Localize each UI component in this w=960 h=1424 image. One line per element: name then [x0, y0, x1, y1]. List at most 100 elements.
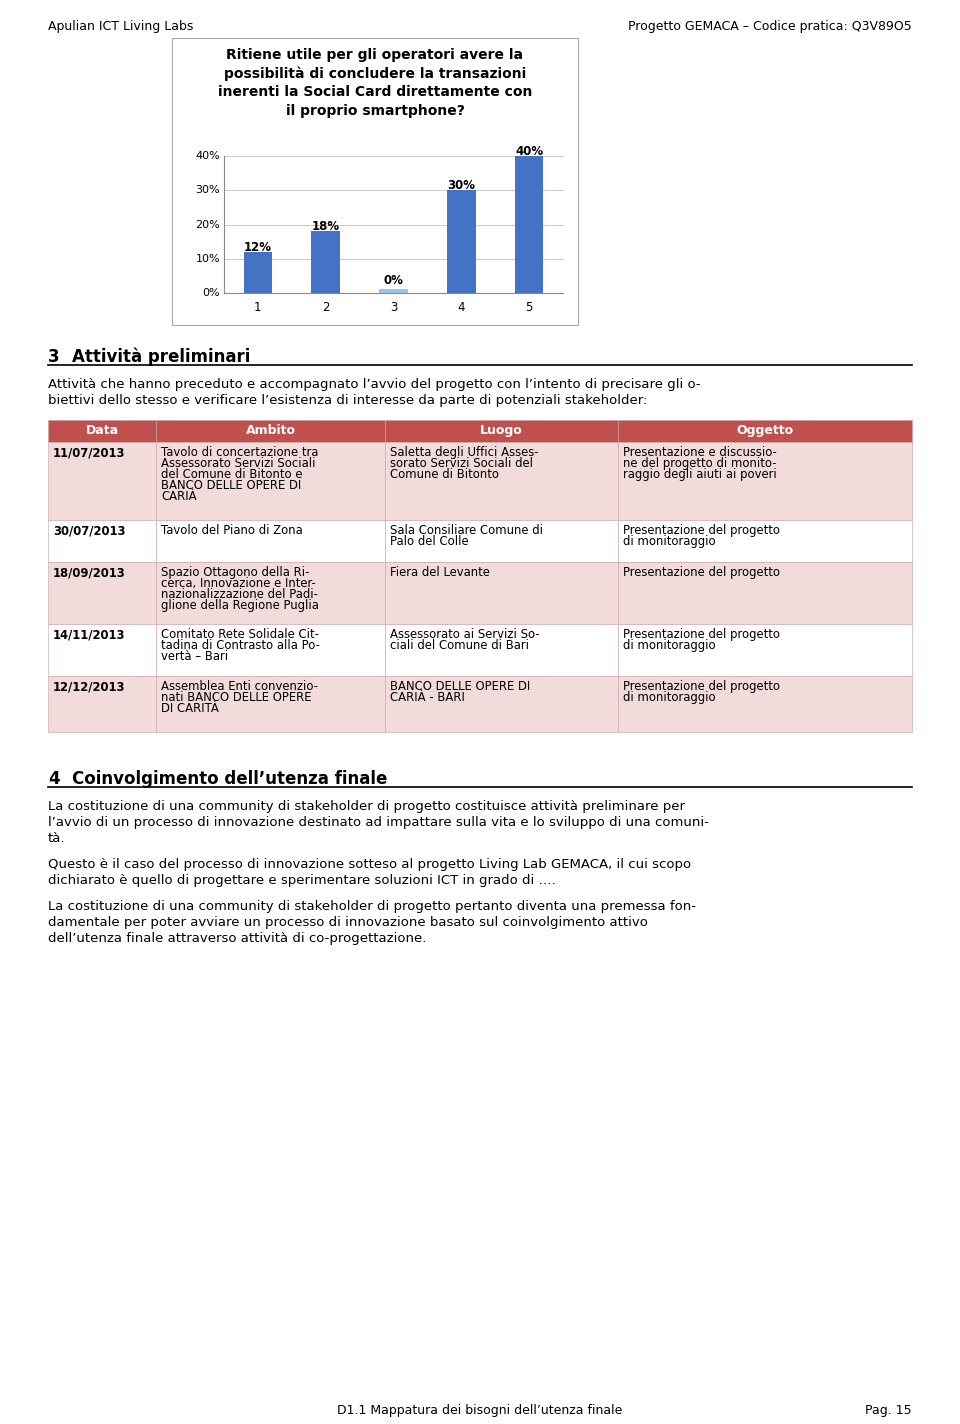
Text: 30/07/2013: 30/07/2013 [53, 524, 126, 537]
Text: tà.: tà. [48, 832, 65, 844]
Text: 5: 5 [525, 300, 533, 315]
Text: 18%: 18% [312, 221, 340, 234]
Bar [48, 441, 156, 520]
Bar [156, 520, 385, 562]
Bar [156, 441, 385, 520]
Text: 20%: 20% [195, 219, 220, 229]
Text: Luogo: Luogo [480, 424, 523, 437]
Text: La costituzione di una community di stakeholder di progetto pertanto diventa una: La costituzione di una community di stak… [48, 900, 696, 913]
Text: DI CARITÀ: DI CARITÀ [161, 702, 219, 715]
Bar [48, 520, 156, 562]
Text: 12/12/2013: 12/12/2013 [53, 681, 126, 693]
Bar [618, 420, 912, 441]
Text: ne del progetto di monito-: ne del progetto di monito- [623, 457, 777, 470]
Text: vertà – Bari: vertà – Bari [161, 651, 228, 664]
Text: Presentazione del progetto: Presentazione del progetto [623, 524, 780, 537]
Text: dichiarato è quello di progettare e sperimentare soluzioni ICT in grado di ….: dichiarato è quello di progettare e sper… [48, 874, 556, 887]
Bar [385, 624, 618, 676]
Text: 18/09/2013: 18/09/2013 [53, 565, 126, 580]
Text: damentale per poter avviare un processo di innovazione basato sul coinvolgimento: damentale per poter avviare un processo … [48, 916, 648, 928]
Bar [172, 38, 578, 325]
Text: Apulian ICT Living Labs: Apulian ICT Living Labs [48, 20, 193, 33]
Bar [48, 420, 156, 441]
Text: Assemblea Enti convenzio-: Assemblea Enti convenzio- [161, 681, 318, 693]
Bar [156, 624, 385, 676]
Text: 0%: 0% [384, 273, 403, 288]
Text: CARIÀ - BARI: CARIÀ - BARI [390, 691, 465, 703]
Bar [618, 441, 912, 520]
Bar [385, 441, 618, 520]
Text: Presentazione del progetto: Presentazione del progetto [623, 681, 780, 693]
Text: 12%: 12% [244, 241, 272, 253]
Text: di monitoraggio: di monitoraggio [623, 535, 716, 548]
Text: 10%: 10% [196, 253, 220, 263]
Text: glione della Regione Puglia: glione della Regione Puglia [161, 600, 319, 612]
Bar [379, 289, 408, 293]
Bar [618, 520, 912, 562]
Text: Pag. 15: Pag. 15 [865, 1404, 912, 1417]
Text: Coinvolgimento dell’utenza finale: Coinvolgimento dell’utenza finale [72, 770, 388, 787]
Text: Attività che hanno preceduto e accompagnato l’avvio del progetto con l’intento d: Attività che hanno preceduto e accompagn… [48, 377, 701, 392]
Text: 40%: 40% [195, 151, 220, 161]
Text: Fiera del Levante: Fiera del Levante [390, 565, 490, 580]
Text: del Comune di Bitonto e: del Comune di Bitonto e [161, 468, 302, 481]
Text: 4: 4 [458, 300, 465, 315]
Text: Palo del Colle: Palo del Colle [390, 535, 468, 548]
Text: BANCO DELLE OPERE DI: BANCO DELLE OPERE DI [161, 480, 301, 493]
Text: 11/07/2013: 11/07/2013 [53, 446, 126, 459]
Bar [385, 676, 618, 732]
Text: La costituzione di una community di stakeholder di progetto costituisce attività: La costituzione di una community di stak… [48, 800, 685, 813]
Text: dell’utenza finale attraverso attività di co-progettazione.: dell’utenza finale attraverso attività d… [48, 931, 426, 946]
Text: Sala Consiliare Comune di: Sala Consiliare Comune di [390, 524, 543, 537]
Text: Tavolo del Piano di Zona: Tavolo del Piano di Zona [161, 524, 302, 537]
Bar [48, 562, 156, 624]
Text: D1.1 Mappatura dei bisogni dell’utenza finale: D1.1 Mappatura dei bisogni dell’utenza f… [337, 1404, 623, 1417]
Text: Saletta degli Uffici Asses-: Saletta degli Uffici Asses- [390, 446, 539, 459]
Bar [48, 676, 156, 732]
Bar [447, 191, 475, 293]
Text: 3: 3 [48, 347, 60, 366]
Text: Ritiene utile per gli operatori avere la
possibilità di concludere la transazion: Ritiene utile per gli operatori avere la… [218, 48, 532, 118]
Text: Comitato Rete Solidale Cit-: Comitato Rete Solidale Cit- [161, 628, 319, 641]
Text: Assessorato Servizi Sociali: Assessorato Servizi Sociali [161, 457, 316, 470]
Text: nati BANCO DELLE OPERE: nati BANCO DELLE OPERE [161, 691, 311, 703]
Text: 2: 2 [322, 300, 329, 315]
Text: Comune di Bitonto: Comune di Bitonto [390, 468, 499, 481]
Text: 3: 3 [390, 300, 397, 315]
Text: CARIÀ: CARIÀ [161, 490, 197, 503]
Text: raggio degli aiuti ai poveri: raggio degli aiuti ai poveri [623, 468, 777, 481]
Text: BANCO DELLE OPERE DI: BANCO DELLE OPERE DI [390, 681, 530, 693]
Text: 4: 4 [48, 770, 60, 787]
Bar [515, 157, 543, 293]
Text: cerca, Innovazione e Inter-: cerca, Innovazione e Inter- [161, 577, 316, 590]
Text: 14/11/2013: 14/11/2013 [53, 628, 126, 641]
Bar [156, 676, 385, 732]
Text: di monitoraggio: di monitoraggio [623, 639, 716, 652]
Bar [618, 676, 912, 732]
Bar [244, 252, 272, 293]
Text: Presentazione e discussio-: Presentazione e discussio- [623, 446, 777, 459]
Bar [618, 624, 912, 676]
Text: Attività preliminari: Attività preliminari [72, 347, 251, 366]
Text: 40%: 40% [515, 145, 543, 158]
Text: l’avvio di un processo di innovazione destinato ad impattare sulla vita e lo svi: l’avvio di un processo di innovazione de… [48, 816, 708, 829]
Bar [385, 420, 618, 441]
Text: Data: Data [85, 424, 119, 437]
Text: ciali del Comune di Bari: ciali del Comune di Bari [390, 639, 529, 652]
Text: 0%: 0% [203, 288, 220, 298]
Text: 30%: 30% [447, 179, 475, 192]
Text: Tavolo di concertazione tra: Tavolo di concertazione tra [161, 446, 319, 459]
Text: Assessorato ai Servizi So-: Assessorato ai Servizi So- [390, 628, 540, 641]
Text: Presentazione del progetto: Presentazione del progetto [623, 565, 780, 580]
Text: Progetto GEMACA – Codice pratica: Q3V89O5: Progetto GEMACA – Codice pratica: Q3V89O… [628, 20, 912, 33]
Bar [156, 562, 385, 624]
Text: 1: 1 [254, 300, 262, 315]
Text: Spazio Ottagono della Ri-: Spazio Ottagono della Ri- [161, 565, 309, 580]
Text: Ambito: Ambito [246, 424, 296, 437]
Bar [385, 562, 618, 624]
Text: Oggetto: Oggetto [736, 424, 794, 437]
Bar [618, 562, 912, 624]
Text: tadina di Contrasto alla Po-: tadina di Contrasto alla Po- [161, 639, 320, 652]
Bar [156, 420, 385, 441]
Text: Presentazione del progetto: Presentazione del progetto [623, 628, 780, 641]
